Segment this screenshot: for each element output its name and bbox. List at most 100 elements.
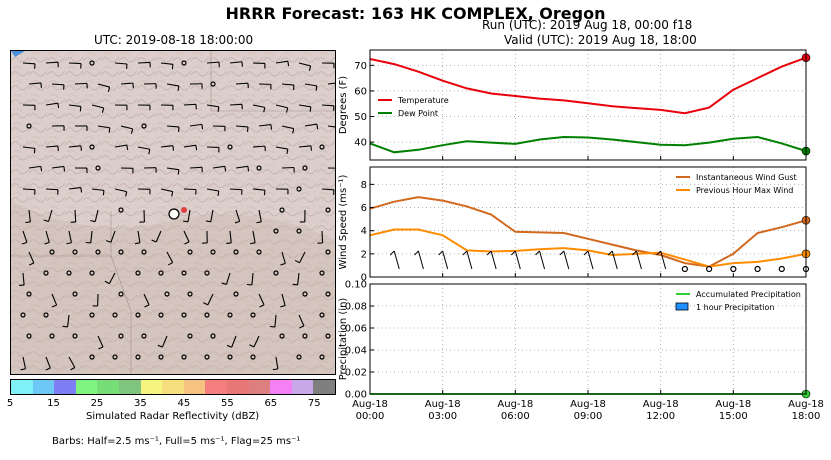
wind-barb xyxy=(22,62,36,69)
wind-barb-feather xyxy=(80,187,83,193)
wind-barb-staff xyxy=(253,335,260,348)
wind-barb xyxy=(272,356,279,371)
wind-barb-staff xyxy=(281,83,295,86)
wind-barb-staff xyxy=(298,145,311,148)
wind-barb-staff xyxy=(166,83,179,87)
calm-wind-circle xyxy=(135,270,141,276)
wind-barb-staff xyxy=(321,104,335,107)
wind-barb xyxy=(298,62,312,71)
wind-barb-feather xyxy=(126,144,129,151)
wind-barb-staff xyxy=(160,145,173,148)
wind-barb xyxy=(252,104,266,113)
wind-barbs-layer xyxy=(19,60,335,371)
wind-barb-calm xyxy=(778,265,785,273)
calm-wind-circle xyxy=(233,249,239,255)
wind-barb-staff xyxy=(137,146,150,150)
wind-barb-staff xyxy=(94,209,99,222)
wind-barb-staff xyxy=(28,209,31,222)
calm-wind-circle xyxy=(112,312,118,318)
calm-wind-circle xyxy=(250,354,256,360)
wind-barb-feather xyxy=(106,240,112,243)
wind-barb-feather xyxy=(80,145,82,151)
wind-barb-feather xyxy=(201,124,204,130)
wind-barb-staff xyxy=(235,209,241,222)
wind-barb xyxy=(43,209,53,223)
wind-barb xyxy=(327,167,335,169)
wind-barb-staff xyxy=(91,104,104,109)
calm-wind-circle xyxy=(273,270,279,276)
wind-barb-staff xyxy=(207,293,214,306)
wind-barb-staff xyxy=(275,146,288,150)
wind-barb xyxy=(183,144,198,151)
wind-barb-feather xyxy=(98,346,104,350)
wind-barb-staff xyxy=(68,356,76,368)
calm-wind-circle xyxy=(250,312,256,318)
calm-wind-circle xyxy=(118,333,124,339)
wind-barb xyxy=(22,146,36,154)
wind-barb xyxy=(160,145,175,151)
wind-barb-staff xyxy=(137,230,141,243)
calm-wind-circle xyxy=(66,270,72,276)
colorbar-cell xyxy=(75,380,98,394)
wind-barb xyxy=(321,104,335,111)
wind-barb-staff xyxy=(563,250,570,270)
wind-barb-feather xyxy=(43,219,49,223)
wind-barb-feather xyxy=(90,219,96,223)
wind-barb xyxy=(120,82,134,89)
wind-barb-staff xyxy=(635,250,642,270)
calm-wind-circle xyxy=(296,228,302,234)
wind-barb-feather xyxy=(125,191,128,197)
valid-time-label: Valid (UTC): 2019 Aug 18, 18:00 xyxy=(504,33,697,47)
colorbar-cell xyxy=(291,380,314,394)
x-tick-label-date: Aug-18 xyxy=(643,399,679,410)
x-tick-label-date: Aug-18 xyxy=(715,399,751,410)
wind-barb-feather xyxy=(256,221,262,224)
wind-barb-staff xyxy=(187,209,191,222)
wind-barb-feather xyxy=(172,145,175,151)
wind-barb xyxy=(90,209,99,223)
wind-barb-staff xyxy=(304,83,317,87)
wind-barb xyxy=(206,188,220,197)
wind-barb-staff xyxy=(22,230,28,243)
wind-barb xyxy=(189,83,203,89)
series-line xyxy=(369,228,807,268)
wind-barb-feather xyxy=(263,107,266,113)
wind-barb xyxy=(275,146,289,155)
wind-barb xyxy=(51,125,65,131)
legend-entry: Temperature xyxy=(397,96,449,105)
wind-barb xyxy=(92,293,99,307)
y-tick-label: 0.06 xyxy=(345,324,367,335)
wind-barb-staff xyxy=(97,83,110,88)
wind-barb-staff xyxy=(212,165,225,169)
colorbar-tick-label: 75 xyxy=(307,398,321,409)
wind-barb-feather xyxy=(286,148,289,155)
wind-barb xyxy=(51,165,66,172)
calm-wind-circle xyxy=(26,291,32,297)
wind-barb-staff xyxy=(51,165,64,169)
wind-barb xyxy=(157,335,168,348)
wind-barb xyxy=(183,103,197,110)
wind-barb-staff xyxy=(297,272,300,285)
wind-barb-staff xyxy=(74,209,77,223)
wind-barb-feather xyxy=(217,106,220,112)
wind-barb-feather xyxy=(107,86,111,93)
location-marker-fill xyxy=(170,210,178,218)
wind-barb xyxy=(281,125,295,134)
wind-barb xyxy=(143,83,157,89)
wind-barb-feather xyxy=(226,344,232,348)
calm-wind-circle xyxy=(135,354,141,360)
calm-wind-circle xyxy=(49,249,55,255)
calm-wind-circle xyxy=(181,270,187,276)
y-tick-label: 40 xyxy=(354,138,367,149)
wind-barb-staff xyxy=(68,145,81,148)
calm-wind-circle xyxy=(256,165,262,171)
wind-barb xyxy=(91,104,105,113)
wind-barb-feather xyxy=(70,366,76,371)
wind-barb xyxy=(304,83,318,91)
wind-barb-feather xyxy=(315,85,318,91)
wind-barb-staff xyxy=(28,82,41,85)
calm-wind-circle xyxy=(89,270,95,276)
wind-barb xyxy=(212,125,226,132)
y-tick-label: 4 xyxy=(361,226,367,237)
calm-wind-circle xyxy=(49,333,55,339)
